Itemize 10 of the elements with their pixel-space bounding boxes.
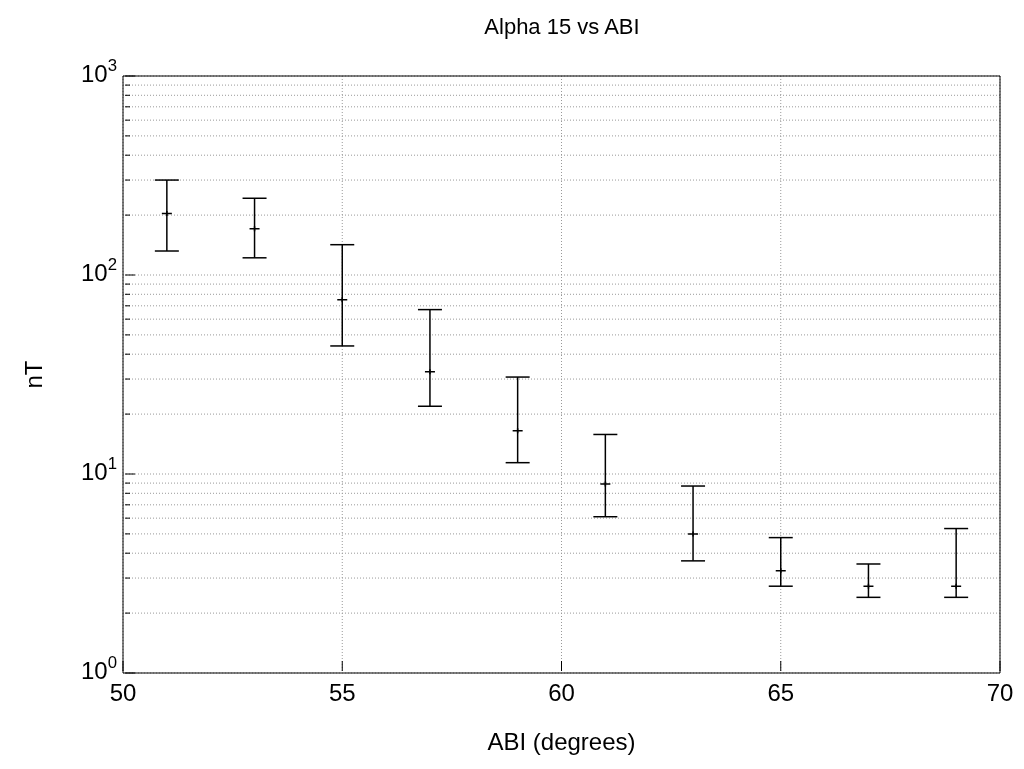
y-tick-label: 10$^{2}$: [80, 254, 117, 287]
x-tick-label: 60: [548, 679, 575, 707]
y-tick-label: 10$^{3}$: [80, 55, 117, 88]
x-axis-title: ABI (degrees): [487, 728, 636, 755]
x-tick-label: 70: [986, 679, 1014, 707]
chart-title: Alpha 15 vs ABI: [483, 14, 641, 40]
x-tick-label: 65: [767, 679, 795, 707]
y-axis-title: nT: [19, 360, 47, 389]
y-tick-label: 10$^{1}$: [80, 453, 117, 486]
x-tick-label: 55: [328, 679, 356, 707]
